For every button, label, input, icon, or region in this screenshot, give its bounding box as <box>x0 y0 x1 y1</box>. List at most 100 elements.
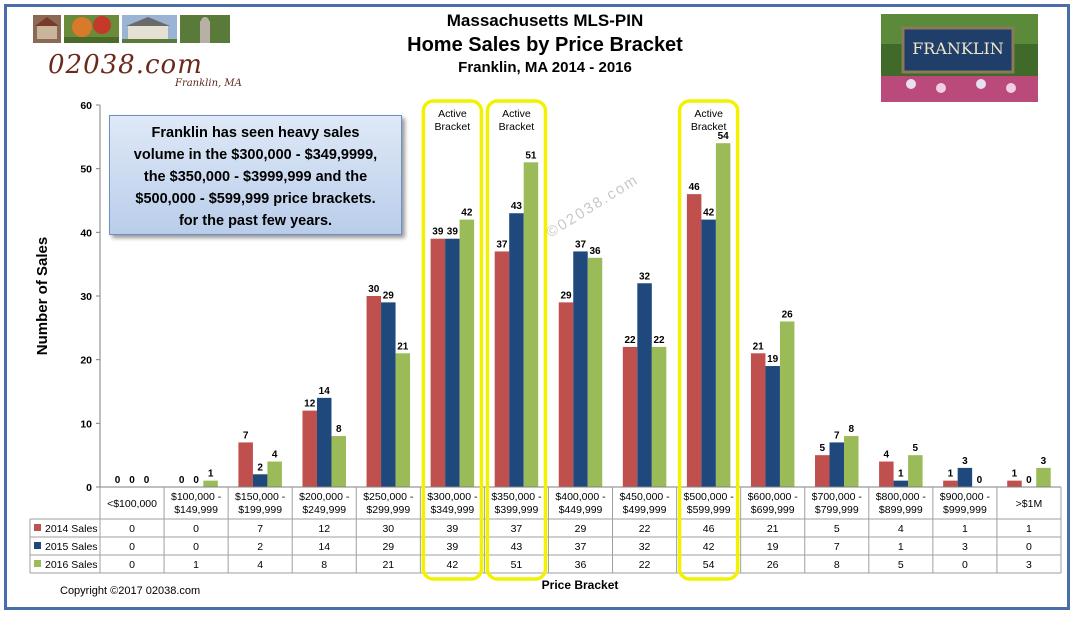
table-cell: 42 <box>447 559 459 571</box>
table-cell: 8 <box>834 559 840 571</box>
callout-box: Franklin has seen heavy sales volume in … <box>109 115 402 235</box>
house-photo-2 <box>64 15 119 43</box>
bar-2016-sales <box>267 461 282 487</box>
y-tick-label: 0 <box>86 482 92 494</box>
bar-2016-sales <box>715 143 731 487</box>
table-cell: 26 <box>767 559 779 571</box>
table-cell: 0 <box>962 559 968 571</box>
highlight-label: Active Bracket <box>435 108 471 133</box>
x-tick-label: $300,000 -$349,999 <box>427 491 478 516</box>
table-cell: 5 <box>834 523 840 535</box>
x-tick-label: $700,000 -$799,999 <box>812 491 863 516</box>
table-cell: 4 <box>898 523 904 535</box>
x-tick-label: $250,000 -$299,999 <box>363 491 414 516</box>
x-tick-label: $500,000 -$599,999 <box>684 491 735 516</box>
bar-2015-sales <box>957 467 973 487</box>
data-label: 4 <box>272 450 278 461</box>
data-label: 0 <box>193 475 199 486</box>
y-tick-label: 10 <box>80 418 92 430</box>
x-tick-label: $350,000 -$399,999 <box>491 491 542 516</box>
table-cell: 0 <box>1026 541 1032 553</box>
legend-swatch <box>34 560 41 567</box>
data-label: 14 <box>319 386 331 397</box>
bar-2016-sales <box>587 257 603 487</box>
data-label: 5 <box>913 443 919 454</box>
table-cell: 37 <box>511 523 523 535</box>
chart-title-block: Massachusetts MLS-PIN Home Sales by Pric… <box>380 10 710 78</box>
chart-subtitle: Franklin, MA 2014 - 2016 <box>458 59 632 76</box>
table-cell: 36 <box>575 559 587 571</box>
data-label: 54 <box>718 131 730 142</box>
table-cell: 39 <box>447 523 459 535</box>
x-tick-label: $400,000 -$449,999 <box>555 491 606 516</box>
y-tick-label: 60 <box>80 100 92 112</box>
table-cell: 29 <box>575 523 587 535</box>
data-label: 1 <box>898 469 904 480</box>
data-label: 39 <box>447 227 459 238</box>
table-cell: 21 <box>382 559 394 571</box>
data-label: 0 <box>977 475 983 486</box>
highlight-label: Active Bracket <box>691 108 727 133</box>
table-cell: 7 <box>257 523 263 535</box>
table-cell: 0 <box>193 541 199 553</box>
bar-2015-sales <box>445 238 460 487</box>
highlight-label: Active Bracket <box>499 108 535 133</box>
table-cell: 32 <box>639 541 651 553</box>
callout-line: Franklin has seen heavy sales <box>151 125 360 141</box>
chart-title: Home Sales by Price Bracket <box>407 34 683 56</box>
data-label: 46 <box>689 182 701 193</box>
y-axis-title: Number of Sales <box>34 237 51 355</box>
x-tick-label: <$100,000 <box>107 498 157 510</box>
table-cell: 43 <box>511 541 523 553</box>
bar-2016-sales <box>651 346 667 487</box>
data-label: 51 <box>525 150 537 161</box>
bar-2016-sales <box>844 436 859 487</box>
data-label: 21 <box>397 341 409 352</box>
table-cell: 29 <box>382 541 394 553</box>
x-tick-label: $150,000 -$199,999 <box>235 491 286 516</box>
bar-2016-sales <box>459 219 475 487</box>
table-cell: 42 <box>703 541 715 553</box>
bar-2015-sales <box>252 474 268 487</box>
data-label: 7 <box>243 430 249 441</box>
callout-line: for the past few years. <box>178 213 333 229</box>
data-label: 0 <box>129 475 135 486</box>
x-axis-title: Price Bracket <box>542 578 619 592</box>
table-cell: 5 <box>898 559 904 571</box>
table-cell: 1 <box>898 541 904 553</box>
data-label: 0 <box>1026 475 1032 486</box>
house-photo-1 <box>33 15 61 43</box>
bar-2016-sales <box>1036 467 1051 487</box>
data-label: 4 <box>884 450 890 461</box>
bar-2014-sales <box>494 251 510 487</box>
bar-2015-sales <box>637 283 652 487</box>
bar-2015-sales <box>765 366 780 487</box>
bar-2014-sales <box>1007 480 1022 487</box>
x-tick-label: $900,000 -$999,999 <box>940 491 991 516</box>
y-tick-label: 20 <box>80 355 92 367</box>
chart-title-line1: Massachusetts MLS-PIN <box>446 11 644 30</box>
watermark: ©02038.com <box>543 171 641 241</box>
bar-2014-sales <box>238 442 253 487</box>
legend-swatch <box>34 542 41 549</box>
data-label: 3 <box>1041 456 1047 467</box>
legend-label: 2015 Sales <box>45 541 98 553</box>
table-cell: 37 <box>575 541 587 553</box>
x-tick-label: $450,000 -$499,999 <box>619 491 670 516</box>
legend-label: 2016 Sales <box>45 559 98 571</box>
bar-2014-sales <box>558 302 574 487</box>
x-tick-label: $100,000 -$149,999 <box>171 491 222 516</box>
bar-2014-sales <box>366 296 382 487</box>
table-cell: 8 <box>321 559 327 571</box>
table-cell: 0 <box>129 541 135 553</box>
x-tick-label: $200,000 -$249,999 <box>299 491 350 516</box>
x-tick-label: $800,000 -$899,999 <box>876 491 927 516</box>
table-cell: 14 <box>318 541 330 553</box>
table-cell: 51 <box>511 559 523 571</box>
bar-2016-sales <box>395 353 411 487</box>
bar-2015-sales <box>701 219 716 487</box>
bar-2014-sales <box>943 480 958 487</box>
callout-line: the $350,000 - $3999,999 and the <box>143 169 368 185</box>
bar-2015-sales <box>893 480 909 487</box>
table-cell: 22 <box>639 559 651 571</box>
